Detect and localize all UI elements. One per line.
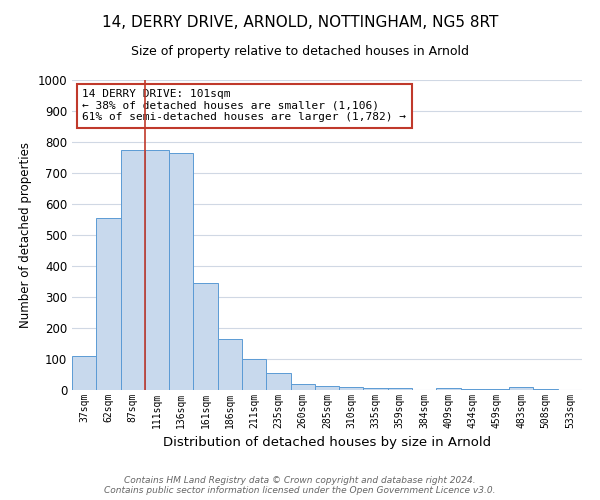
Bar [315, 386, 339, 390]
Bar [290, 384, 315, 390]
Bar [509, 387, 533, 390]
Bar [364, 388, 388, 390]
Text: 14 DERRY DRIVE: 101sqm
← 38% of detached houses are smaller (1,106)
61% of semi-: 14 DERRY DRIVE: 101sqm ← 38% of detached… [82, 90, 406, 122]
Bar [388, 388, 412, 390]
Bar [193, 283, 218, 390]
X-axis label: Distribution of detached houses by size in Arnold: Distribution of detached houses by size … [163, 436, 491, 450]
Bar [242, 359, 266, 390]
Bar [96, 218, 121, 390]
Y-axis label: Number of detached properties: Number of detached properties [19, 142, 32, 328]
Text: 14, DERRY DRIVE, ARNOLD, NOTTINGHAM, NG5 8RT: 14, DERRY DRIVE, ARNOLD, NOTTINGHAM, NG5… [102, 15, 498, 30]
Bar [169, 153, 193, 390]
Bar [533, 389, 558, 390]
Bar [121, 150, 145, 390]
Bar [461, 389, 485, 390]
Bar [218, 339, 242, 390]
Bar [339, 387, 364, 390]
Bar [145, 150, 169, 390]
Bar [436, 388, 461, 390]
Bar [485, 389, 509, 390]
Bar [266, 373, 290, 390]
Text: Contains HM Land Registry data © Crown copyright and database right 2024.
Contai: Contains HM Land Registry data © Crown c… [104, 476, 496, 495]
Text: Size of property relative to detached houses in Arnold: Size of property relative to detached ho… [131, 45, 469, 58]
Bar [72, 356, 96, 390]
